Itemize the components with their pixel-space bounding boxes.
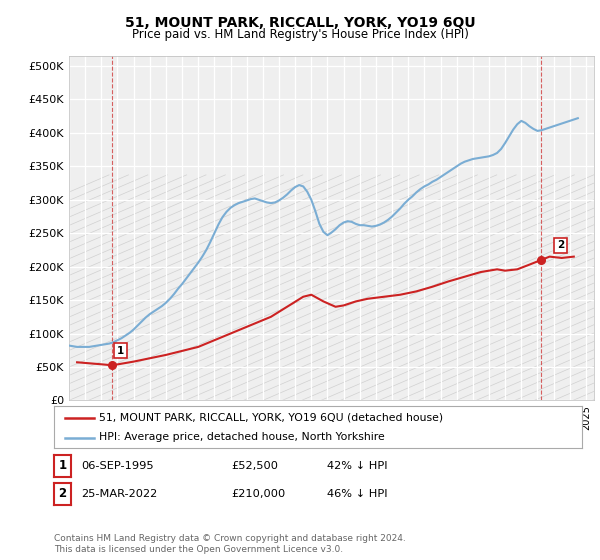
Text: Contains HM Land Registry data © Crown copyright and database right 2024.
This d: Contains HM Land Registry data © Crown c… bbox=[54, 534, 406, 554]
Text: Price paid vs. HM Land Registry's House Price Index (HPI): Price paid vs. HM Land Registry's House … bbox=[131, 28, 469, 41]
Text: 51, MOUNT PARK, RICCALL, YORK, YO19 6QU: 51, MOUNT PARK, RICCALL, YORK, YO19 6QU bbox=[125, 16, 475, 30]
Text: 1: 1 bbox=[58, 459, 67, 473]
Text: 42% ↓ HPI: 42% ↓ HPI bbox=[327, 461, 388, 471]
Text: 2: 2 bbox=[58, 487, 67, 501]
Text: 06-SEP-1995: 06-SEP-1995 bbox=[81, 461, 154, 471]
Text: £52,500: £52,500 bbox=[231, 461, 278, 471]
Text: 46% ↓ HPI: 46% ↓ HPI bbox=[327, 489, 388, 499]
Text: 51, MOUNT PARK, RICCALL, YORK, YO19 6QU (detached house): 51, MOUNT PARK, RICCALL, YORK, YO19 6QU … bbox=[99, 413, 443, 423]
Text: £210,000: £210,000 bbox=[231, 489, 285, 499]
Text: 25-MAR-2022: 25-MAR-2022 bbox=[81, 489, 157, 499]
Text: 1: 1 bbox=[117, 346, 124, 356]
Text: HPI: Average price, detached house, North Yorkshire: HPI: Average price, detached house, Nort… bbox=[99, 432, 385, 442]
Text: 2: 2 bbox=[557, 240, 564, 250]
